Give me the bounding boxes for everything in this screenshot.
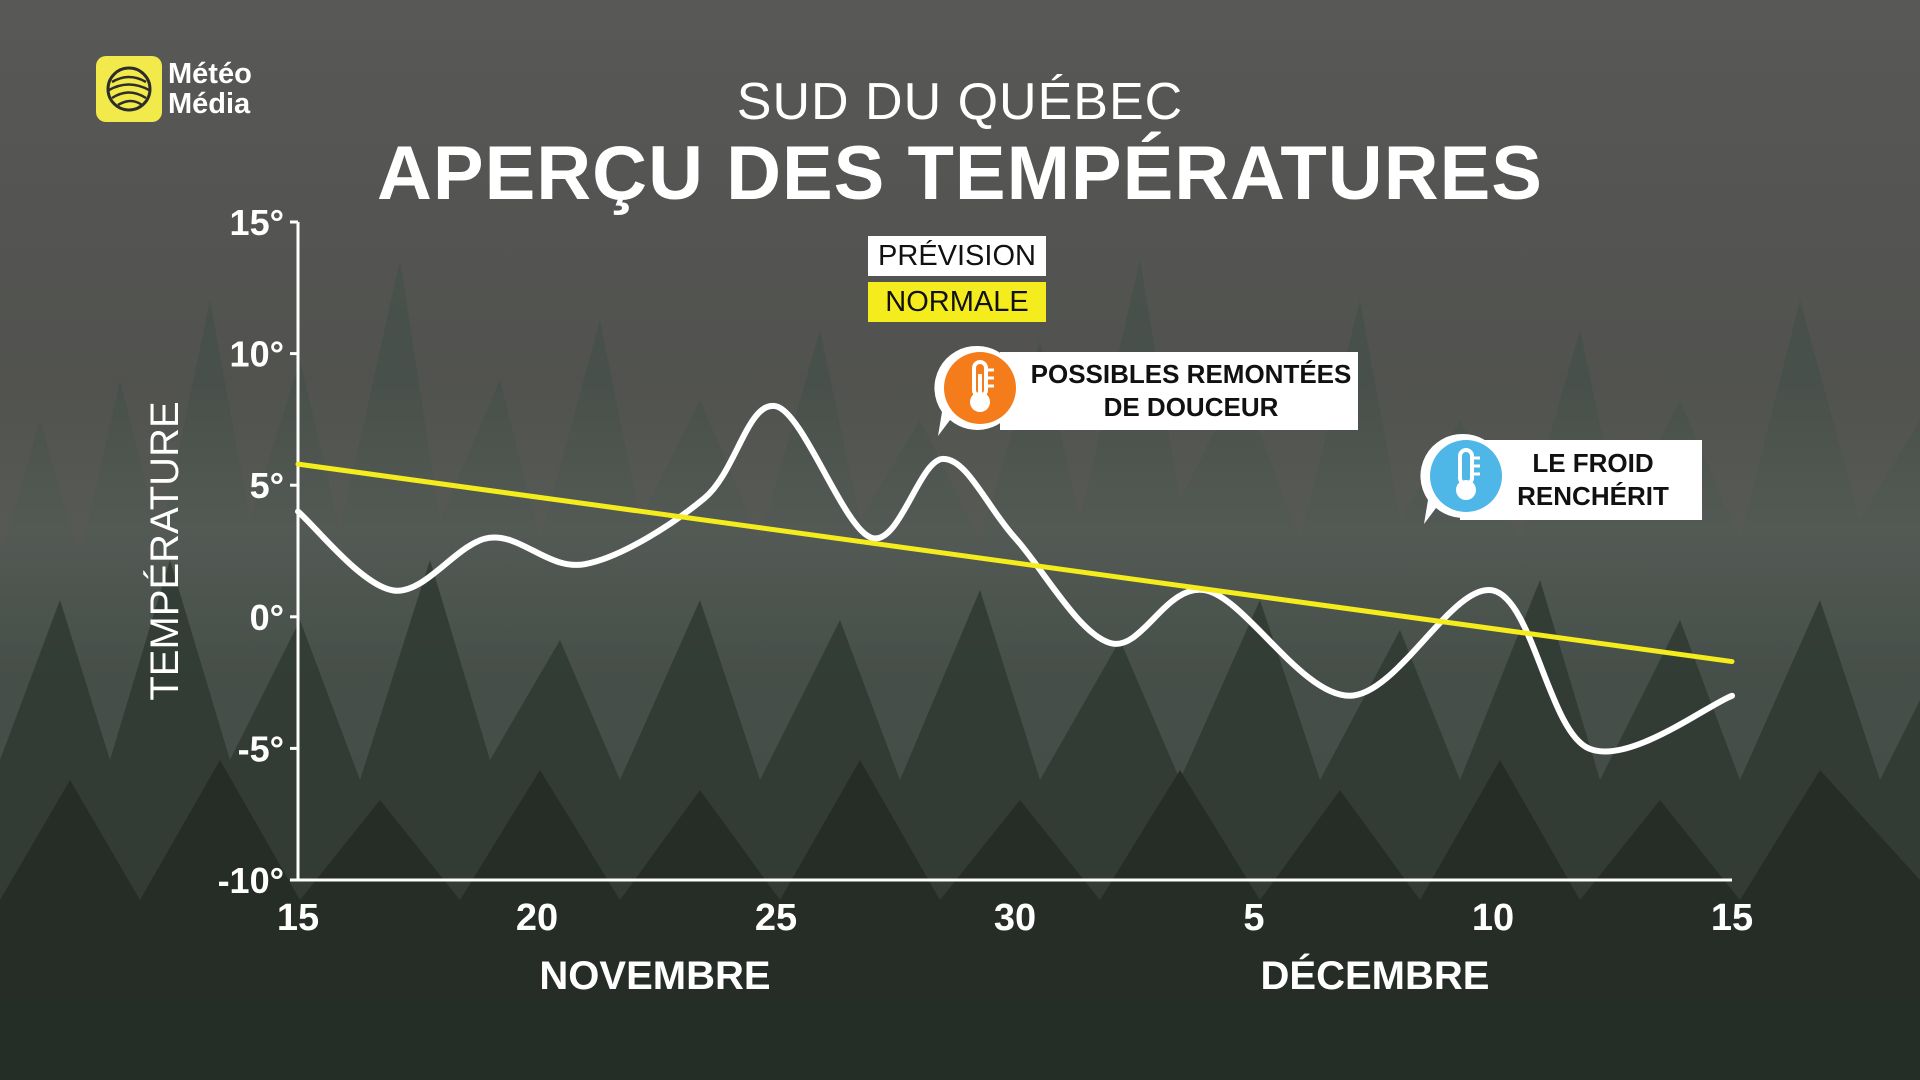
chart-title: APERÇU DES TEMPÉRATURES <box>377 131 1543 216</box>
brand-name: Météo Média <box>168 58 252 120</box>
y-tick-label: -10° <box>218 860 284 901</box>
legend-normal: NORMALE <box>868 282 1046 322</box>
x-tick-label: 15 <box>277 897 319 939</box>
x-tick-label: 20 <box>516 897 558 939</box>
chart-subtitle: SUD DU QUÉBEC <box>736 73 1184 131</box>
thermometer-cold-icon <box>1420 433 1506 524</box>
callout-warm: POSSIBLES REMONTÉES DE DOUCEUR <box>1000 352 1358 430</box>
forecast-line <box>295 403 1735 755</box>
x-tick-label: 30 <box>994 897 1036 939</box>
meteomedia-logo: Météo Média <box>96 56 278 122</box>
callout-cold: LE FROID RENCHÉRIT <box>1460 440 1702 520</box>
globe-icon <box>96 56 162 122</box>
x-tick-label: 5 <box>1243 897 1264 939</box>
y-axis-title: TEMPÉRATURE <box>142 401 187 700</box>
y-tick-label: 10° <box>230 334 284 375</box>
y-tick-label: 5° <box>250 465 284 506</box>
normal-line <box>295 461 1735 665</box>
y-tick-label: -5° <box>238 728 284 769</box>
y-tick-label: 15° <box>230 202 284 243</box>
x-tick-label: 25 <box>755 897 797 939</box>
x-tick-label: 15 <box>1711 897 1753 939</box>
x-tick-label: 10 <box>1472 897 1514 939</box>
month-label-november: NOVEMBRE <box>539 954 771 998</box>
month-label-december: DÉCEMBRE <box>1260 954 1490 998</box>
legend-forecast: PRÉVISION <box>868 236 1046 276</box>
y-tick-label: 0° <box>250 597 284 638</box>
thermometer-hot-icon <box>934 345 1020 436</box>
